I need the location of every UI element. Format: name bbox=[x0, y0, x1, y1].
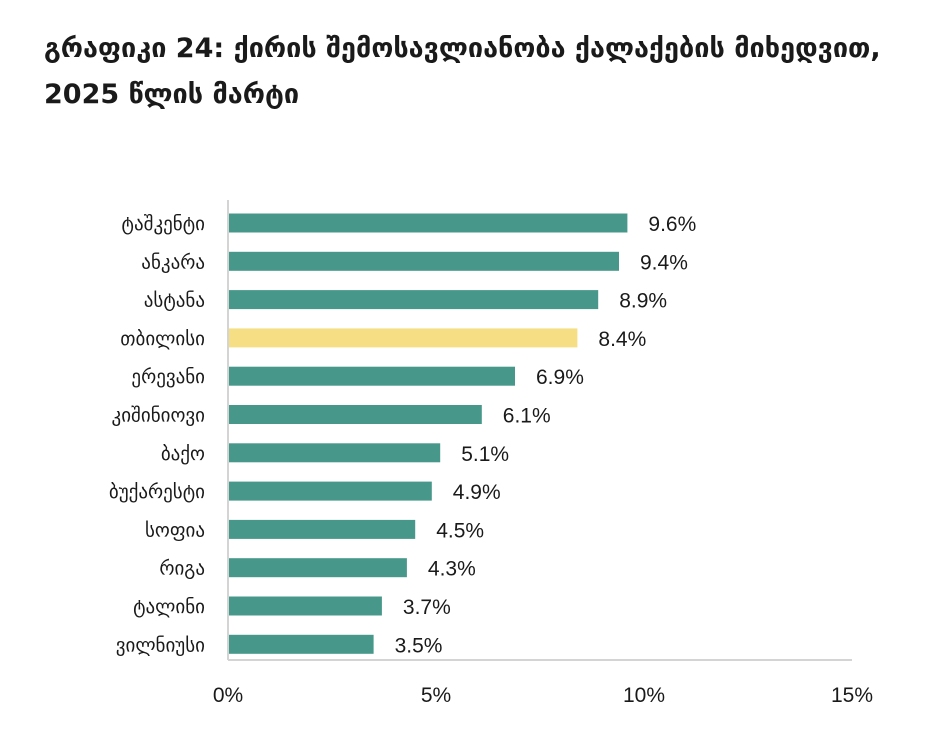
bar-4 bbox=[228, 328, 578, 348]
category-label: ანკარა bbox=[141, 251, 205, 273]
category-label: თბილისი bbox=[120, 328, 205, 350]
bar-1 bbox=[228, 213, 628, 233]
chart-title: გრაფიკი 24: ქირის შემოსავლიანობა ქალაქებ… bbox=[44, 33, 881, 110]
bar-11 bbox=[228, 596, 382, 616]
value-label: 6.9% bbox=[536, 366, 584, 389]
category-label: ერევანი bbox=[131, 366, 205, 388]
category-label: რიგა bbox=[159, 558, 205, 580]
value-label: 8.9% bbox=[619, 290, 667, 313]
value-label: 4.3% bbox=[428, 558, 476, 581]
value-label: 8.4% bbox=[598, 328, 646, 351]
bar-9 bbox=[228, 519, 416, 539]
category-label: ტაშკენტი bbox=[122, 213, 205, 235]
bar-6 bbox=[228, 405, 482, 424]
category-label: კიშინიოვი bbox=[112, 405, 205, 427]
axis-group: 0% 5% 10% 15% bbox=[213, 200, 873, 707]
category-label: ვილნიუსი bbox=[116, 634, 205, 656]
category-label: ბუქარესტი bbox=[109, 481, 205, 503]
category-label: ასტანა bbox=[144, 290, 205, 312]
value-label: 9.4% bbox=[640, 251, 688, 274]
value-label: 4.9% bbox=[453, 481, 501, 504]
bar-10 bbox=[228, 558, 407, 578]
x-tick-label: 0% bbox=[213, 684, 243, 707]
x-tick-label: 5% bbox=[421, 684, 451, 707]
x-tick-label: 10% bbox=[623, 684, 665, 707]
bar-12 bbox=[228, 634, 374, 654]
bar-2 bbox=[228, 251, 619, 271]
x-tick-label: 15% bbox=[831, 684, 873, 707]
category-label: ბაქო bbox=[161, 443, 205, 465]
bar-7 bbox=[228, 443, 441, 463]
bars-group bbox=[228, 213, 628, 654]
value-label: 4.5% bbox=[436, 519, 484, 542]
category-labels: ტაშკენტი ანკარა ასტანა თბილისი ერევანი კიშინი… bbox=[109, 213, 205, 656]
category-label: სოფია bbox=[145, 519, 205, 541]
value-label: 9.6% bbox=[648, 213, 696, 236]
value-label: 3.7% bbox=[403, 596, 451, 619]
bar-8 bbox=[228, 481, 432, 501]
value-labels: 9.6% 9.4% 8.9% 8.4% 6.9% 6.1% 5.1% 4.9% 4.5% 4.3%… bbox=[395, 213, 697, 657]
bar-3 bbox=[228, 290, 599, 310]
bar-5 bbox=[228, 366, 515, 386]
value-label: 5.1% bbox=[461, 443, 509, 466]
category-label: ტალინი bbox=[133, 596, 205, 618]
value-label: 3.5% bbox=[395, 634, 443, 657]
value-label: 6.1% bbox=[503, 405, 551, 428]
